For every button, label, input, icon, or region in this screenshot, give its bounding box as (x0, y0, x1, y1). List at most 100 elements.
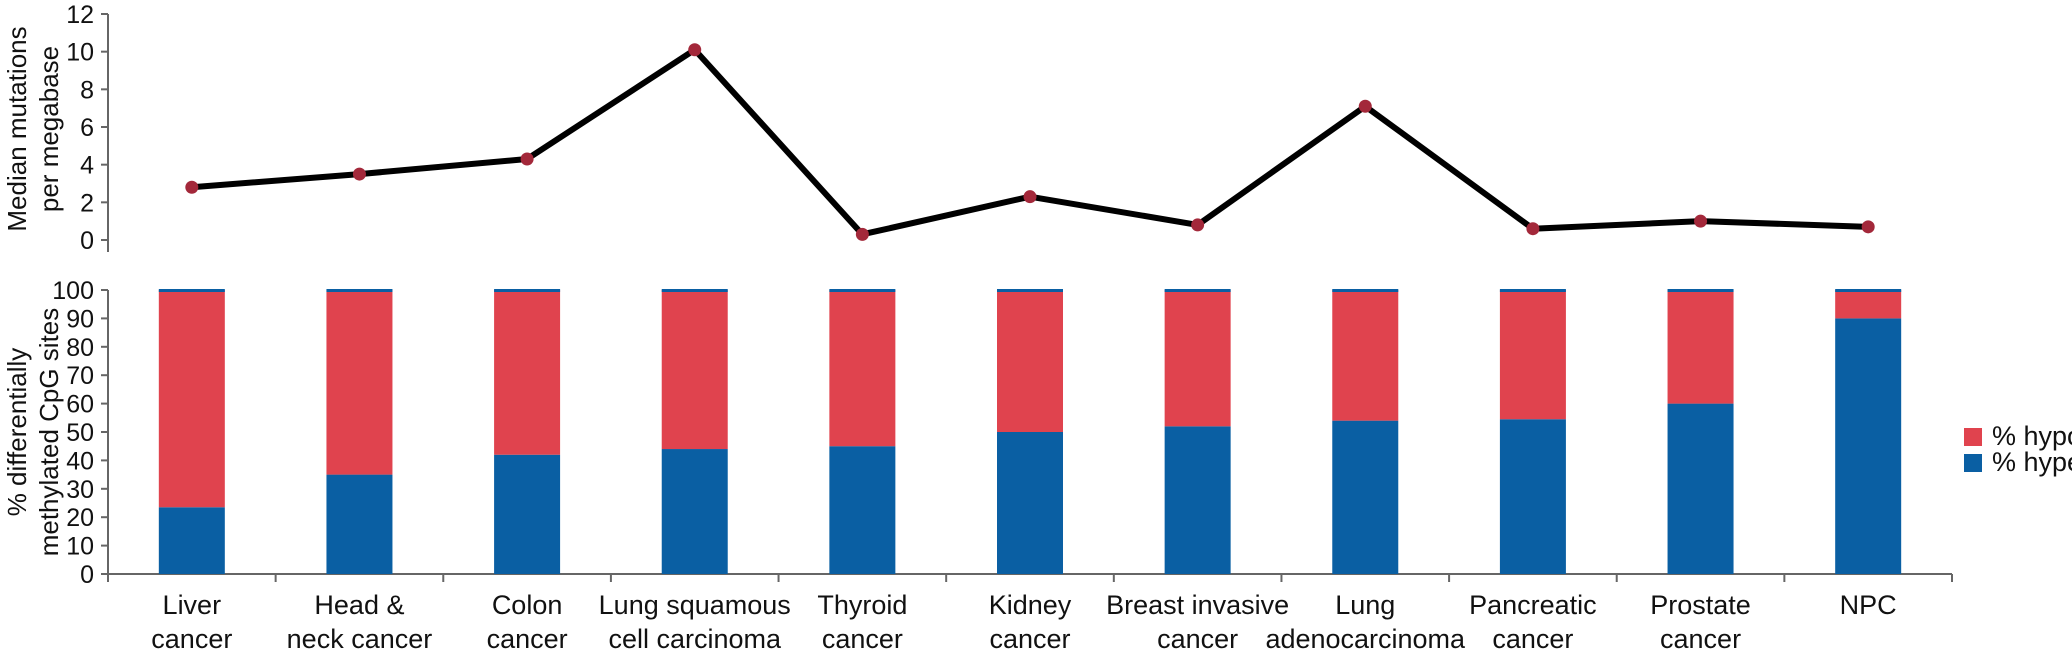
category-label-line: cancer (822, 624, 903, 654)
bar-hypo (1332, 290, 1399, 421)
bar-top-cap (1667, 289, 1734, 292)
mutation-point (185, 180, 199, 194)
category-label-line: Colon (492, 590, 563, 620)
bar-hypo (1164, 290, 1231, 427)
bar-top-cap (1164, 289, 1231, 292)
top-y-tick-label: 0 (80, 227, 94, 255)
mutation-point (1023, 190, 1037, 204)
bar-top-cap (661, 289, 728, 292)
top-y-tick-label: 2 (80, 189, 94, 217)
top-y-tick-label: 6 (80, 114, 94, 142)
category-label-line: adenocarcinoma (1265, 624, 1466, 654)
bar-hyper (1164, 426, 1231, 574)
category-label-line: NPC (1840, 590, 1897, 620)
category-label: Breast invasive cancer (1106, 590, 1289, 654)
top-y-tick-label: 8 (80, 76, 94, 104)
top-y-tick-label: 4 (80, 152, 94, 180)
category-label-line: Breast invasive (1106, 590, 1289, 620)
bar-hyper (1499, 419, 1566, 574)
bar-hypo (158, 290, 225, 508)
top-y-tick-label: 10 (66, 39, 94, 67)
category-label: Liver cancer (151, 590, 232, 654)
mutation-point (1861, 220, 1875, 234)
category-label: Head & neck cancer (287, 590, 433, 654)
category-label-line: Lung (1335, 590, 1395, 620)
legend-swatch (1964, 428, 1982, 446)
bar-hyper (494, 454, 561, 574)
bar-hyper (158, 507, 225, 574)
category-label-line: cancer (989, 624, 1070, 654)
category-label: Lung squamous cell carcinoma (599, 590, 791, 654)
legend-label: % hyper (1992, 447, 2072, 477)
category-label: Colon cancer (487, 590, 568, 654)
bottom-y-tick-label: 100 (52, 277, 94, 305)
bottom-y-tick-label: 40 (66, 447, 94, 475)
mutation-point (855, 227, 869, 241)
bar-hypo (829, 290, 896, 447)
bottom-y-tick-label: 60 (66, 391, 94, 419)
category-label: NPC (1840, 590, 1897, 620)
category-label: Thyroid cancer (817, 590, 907, 654)
bar-hyper (997, 432, 1063, 574)
bar-hyper (1835, 318, 1902, 574)
bottom-y-axis-title-line: methylated CpG sites (34, 308, 64, 557)
bar-top-cap (326, 289, 393, 292)
category-label-line: cell carcinoma (608, 624, 782, 654)
bottom-y-tick-label: 50 (66, 419, 94, 447)
bar-hypo (1835, 290, 1902, 319)
mutation-point (352, 167, 366, 181)
bottom-y-tick-label: 20 (66, 504, 94, 532)
category-label-line: Head & (314, 590, 404, 620)
category-label: Lung adenocarcinoma (1265, 590, 1466, 654)
category-label-line: cancer (487, 624, 568, 654)
bar-hypo (997, 290, 1063, 432)
category-label-line: Thyroid (817, 590, 907, 620)
bottom-y-tick-label: 0 (80, 561, 94, 589)
category-label-line: Prostate (1650, 590, 1751, 620)
bar-hypo (661, 290, 728, 450)
bottom-y-tick-label: 30 (66, 476, 94, 504)
top-y-axis-title: Median mutationsper megabase (2, 26, 64, 231)
bar-hyper (661, 449, 728, 574)
top-y-tick-label: 12 (66, 1, 94, 29)
legend: % hypo% hyper (1964, 421, 2072, 477)
mutation-point (1191, 218, 1205, 232)
category-label-line: Pancreatic (1469, 590, 1597, 620)
bar-top-cap (997, 289, 1063, 292)
category-label-line: cancer (1660, 624, 1741, 654)
bar-top-cap (1332, 289, 1399, 292)
mutation-point (688, 43, 702, 57)
mutation-line (191, 46, 1869, 238)
category-label-line: neck cancer (287, 624, 433, 654)
category-label-line: Kidney (989, 590, 1072, 620)
bar-top-cap (158, 289, 225, 292)
legend-swatch (1964, 454, 1982, 472)
mutation-point (1526, 222, 1540, 236)
mutation-point (1694, 214, 1708, 228)
bar-top-cap (1835, 289, 1902, 292)
top-y-axis-title-line: Median mutations (2, 26, 32, 231)
bar-hypo (326, 290, 393, 475)
bottom-y-tick-label: 80 (66, 334, 94, 362)
category-label: Kidney cancer (989, 590, 1072, 654)
category-label-line: cancer (151, 624, 232, 654)
mutation-point (520, 152, 534, 166)
bar-hyper (1667, 403, 1734, 574)
bar-top-cap (494, 289, 561, 292)
bar-hypo (1499, 290, 1566, 420)
bar-hyper (326, 474, 393, 574)
bottom-y-axis-title-line: % differentially (2, 348, 32, 517)
bar-top-cap (829, 289, 896, 292)
bar-hyper (1332, 420, 1399, 574)
category-label: Pancreatic cancer (1469, 590, 1597, 654)
category-label-line: cancer (1492, 624, 1573, 654)
bottom-y-tick-label: 70 (66, 362, 94, 390)
category-label: Prostate cancer (1650, 590, 1751, 654)
bar-top-cap (1499, 289, 1566, 292)
bottom-y-tick-label: 90 (66, 305, 94, 333)
top-y-axis-title-line: per megabase (34, 46, 64, 212)
bottom-y-axis-title: % differentiallymethylated CpG sites (2, 308, 64, 557)
